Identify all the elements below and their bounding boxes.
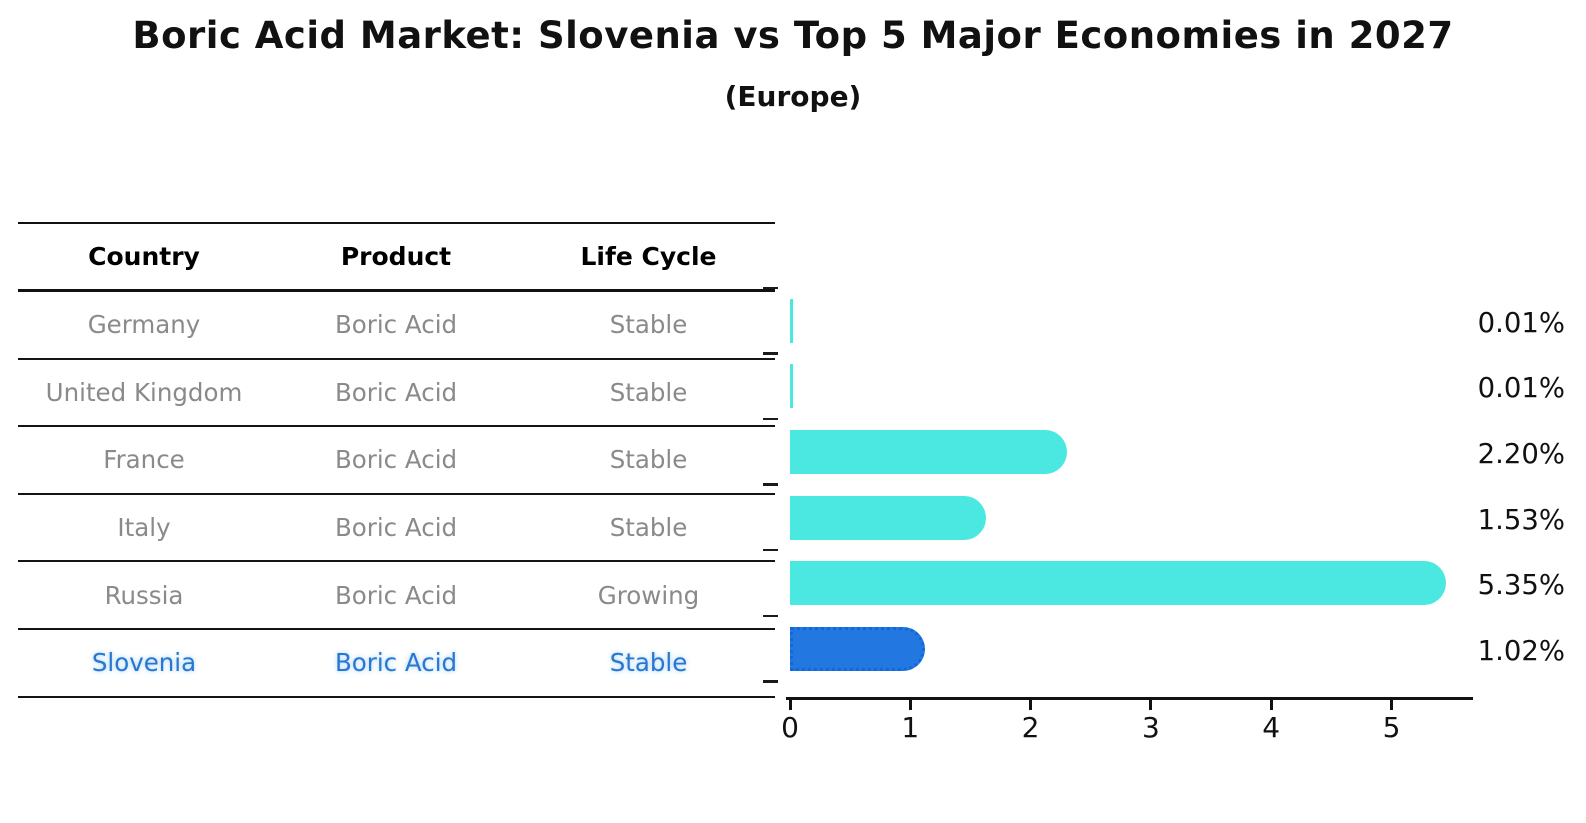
life-cycle-cell: Stable [609,513,688,543]
x-axis-tickmark [908,700,912,710]
x-axis-tick-label: 5 [1382,711,1401,744]
product-cell: Boric Acid [334,310,458,340]
product-cell: Boric Acid [334,377,458,407]
table-header-row: Country Product Life Cycle [18,224,775,292]
chart-title: Boric Acid Market: Slovenia vs Top 5 Maj… [132,14,1454,57]
value-label-france: 2.20% [1477,438,1565,470]
table-row: United Kingdom Boric Acid Stable [18,360,775,428]
x-axis-tickmark [1390,700,1393,710]
x-axis-tick-label: 2 [1021,711,1040,744]
product-cell: Boric Acid [334,445,458,475]
table-row: Slovenia Boric Acid Stable [18,630,775,698]
country-cell: Italy [117,513,171,543]
value-label-russia: 5.35% [1477,569,1565,602]
country-cell: Russia [104,580,184,610]
x-axis-tickmark [788,700,792,710]
life-cycle-cell: Growing [597,580,700,610]
table-row: Italy Boric Acid Stable [18,495,775,563]
value-label-united-kingdom: 0.01% [1477,372,1565,405]
x-axis-line [786,697,1473,700]
x-axis-tick-label: 3 [1141,711,1160,744]
bar-france [790,430,1067,474]
bar-russia [790,561,1446,606]
x-axis-tickmark [1149,700,1153,710]
country-cell: United Kingdom [45,377,243,407]
bar-italy [790,495,987,540]
country-cell: Slovenia [91,648,197,678]
chart-subtitle: (Europe) [724,80,862,113]
data-table: Country Product Life Cycle Germany Boric… [18,222,775,698]
life-cycle-cell: Stable [609,310,688,340]
life-cycle-cell: Stable [609,648,688,678]
bar-united-kingdom [790,364,793,409]
product-cell: Boric Acid [334,580,458,610]
x-axis-tick-label: 0 [781,711,799,744]
column-header-product: Product [340,242,452,271]
table-row: France Boric Acid Stable [18,427,775,495]
column-header-country: Country [88,242,200,271]
x-axis-tickmark [1269,700,1273,710]
x-axis-tickmark [1029,700,1033,710]
value-label-slovenia: 1.02% [1477,634,1565,667]
country-cell: Germany [87,310,201,340]
x-axis-tick-label: 1 [901,711,920,744]
table-row: Russia Boric Acid Growing [18,562,775,630]
value-label-italy: 1.53% [1477,503,1565,536]
country-cell: France [103,445,185,475]
value-label-germany: 0.01% [1477,306,1565,339]
life-cycle-cell: Stable [609,445,688,475]
column-header-life-cycle: Life Cycle [580,242,717,271]
life-cycle-cell: Stable [609,377,688,407]
bar-slovenia [790,626,925,671]
table-row: Germany Boric Acid Stable [18,292,775,360]
product-cell: Boric Acid [334,513,458,543]
x-axis-tick-label: 4 [1262,711,1281,744]
product-cell: Boric Acid [334,648,458,678]
bar-germany [790,298,793,343]
